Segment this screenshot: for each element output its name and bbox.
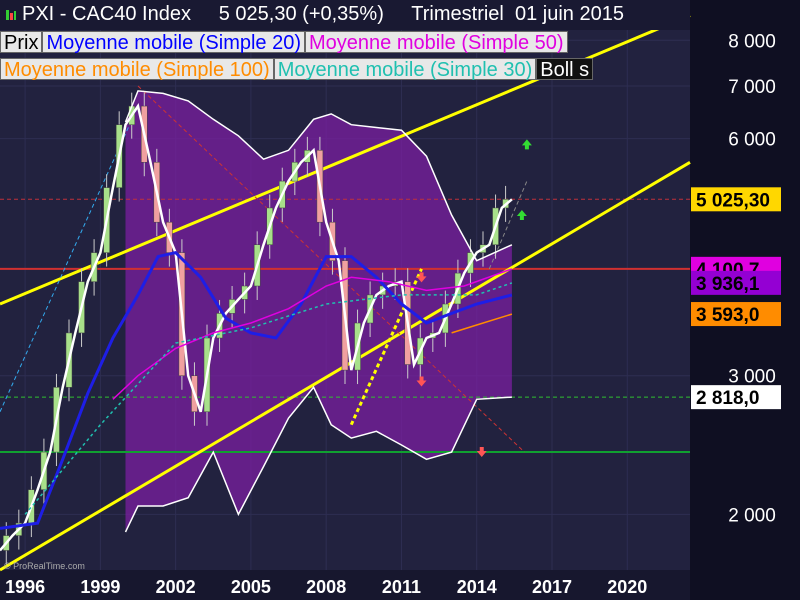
x-tick-label: 1999 xyxy=(80,577,120,597)
series-line-moyenne-mobile-simple-100- xyxy=(451,313,513,334)
watermark: © ProRealTime.com xyxy=(4,561,85,571)
series-line-moyenne-mobile-simple-50- xyxy=(112,268,513,400)
y-tick-label: 2 000 xyxy=(728,505,776,526)
x-tick-label: 2017 xyxy=(532,577,572,597)
legend-item: Moyenne mobile (Simple 20) xyxy=(42,31,306,54)
x-tick-label: 2008 xyxy=(306,577,346,597)
x-tick-label: 2020 xyxy=(607,577,647,597)
signal-arrow-down xyxy=(416,272,427,283)
price-label-box xyxy=(691,302,781,327)
legend-item: Prix xyxy=(0,31,43,54)
y-tick-label: 7 000 xyxy=(728,77,776,98)
legend-item: Moyenne mobile (Simple 100) xyxy=(0,58,274,81)
x-tick-label: 2014 xyxy=(457,577,497,597)
series-line-boll-upper xyxy=(124,90,513,262)
price-label-box xyxy=(691,385,781,410)
x-axis-panel xyxy=(0,570,690,600)
status-icon xyxy=(6,10,16,20)
price-label: 2 818,0 xyxy=(696,388,759,409)
signal-arrow-down xyxy=(476,447,487,458)
y-axis-panel xyxy=(690,0,800,600)
trend-line xyxy=(137,85,525,453)
y-tick-label: 6 000 xyxy=(728,130,776,151)
y-tick-label: 3 000 xyxy=(728,367,776,388)
price-label: 3 593,0 xyxy=(696,305,759,326)
price-label-box xyxy=(691,187,781,212)
signal-arrow-up xyxy=(516,209,527,220)
x-tick-label: 2005 xyxy=(231,577,271,597)
bollinger-band-fill xyxy=(125,90,512,533)
series-line-moyenne-mobile-simple-30- xyxy=(24,282,513,515)
x-tick-label: 2002 xyxy=(156,577,196,597)
legend-item: Moyenne mobile (Simple 50) xyxy=(305,31,568,54)
chart-title: PXI - CAC40 Index 5 025,30 (+0,35%) Trim… xyxy=(22,3,624,25)
x-tick-label: 1996 xyxy=(5,577,45,597)
signal-arrow-up xyxy=(521,139,532,150)
x-tick-label: 2011 xyxy=(382,577,421,597)
y-tick-label: 8 000 xyxy=(728,31,776,52)
series-line-boll-lower xyxy=(124,385,512,533)
series-line-prix xyxy=(0,102,513,552)
legend-item: Boll s xyxy=(536,58,594,81)
series-line-moyenne-mobile-simple-20- xyxy=(0,250,513,530)
chart-title-bar: PXI - CAC40 Index 5 025,30 (+0,35%) Trim… xyxy=(0,0,690,30)
price-label: 3 936,1 xyxy=(696,274,760,295)
legend-item: Moyenne mobile (Simple 30) xyxy=(273,58,537,81)
price-label-box xyxy=(691,270,781,295)
signal-arrow-down xyxy=(416,376,427,387)
price-label: 5 025,30 xyxy=(696,190,770,211)
